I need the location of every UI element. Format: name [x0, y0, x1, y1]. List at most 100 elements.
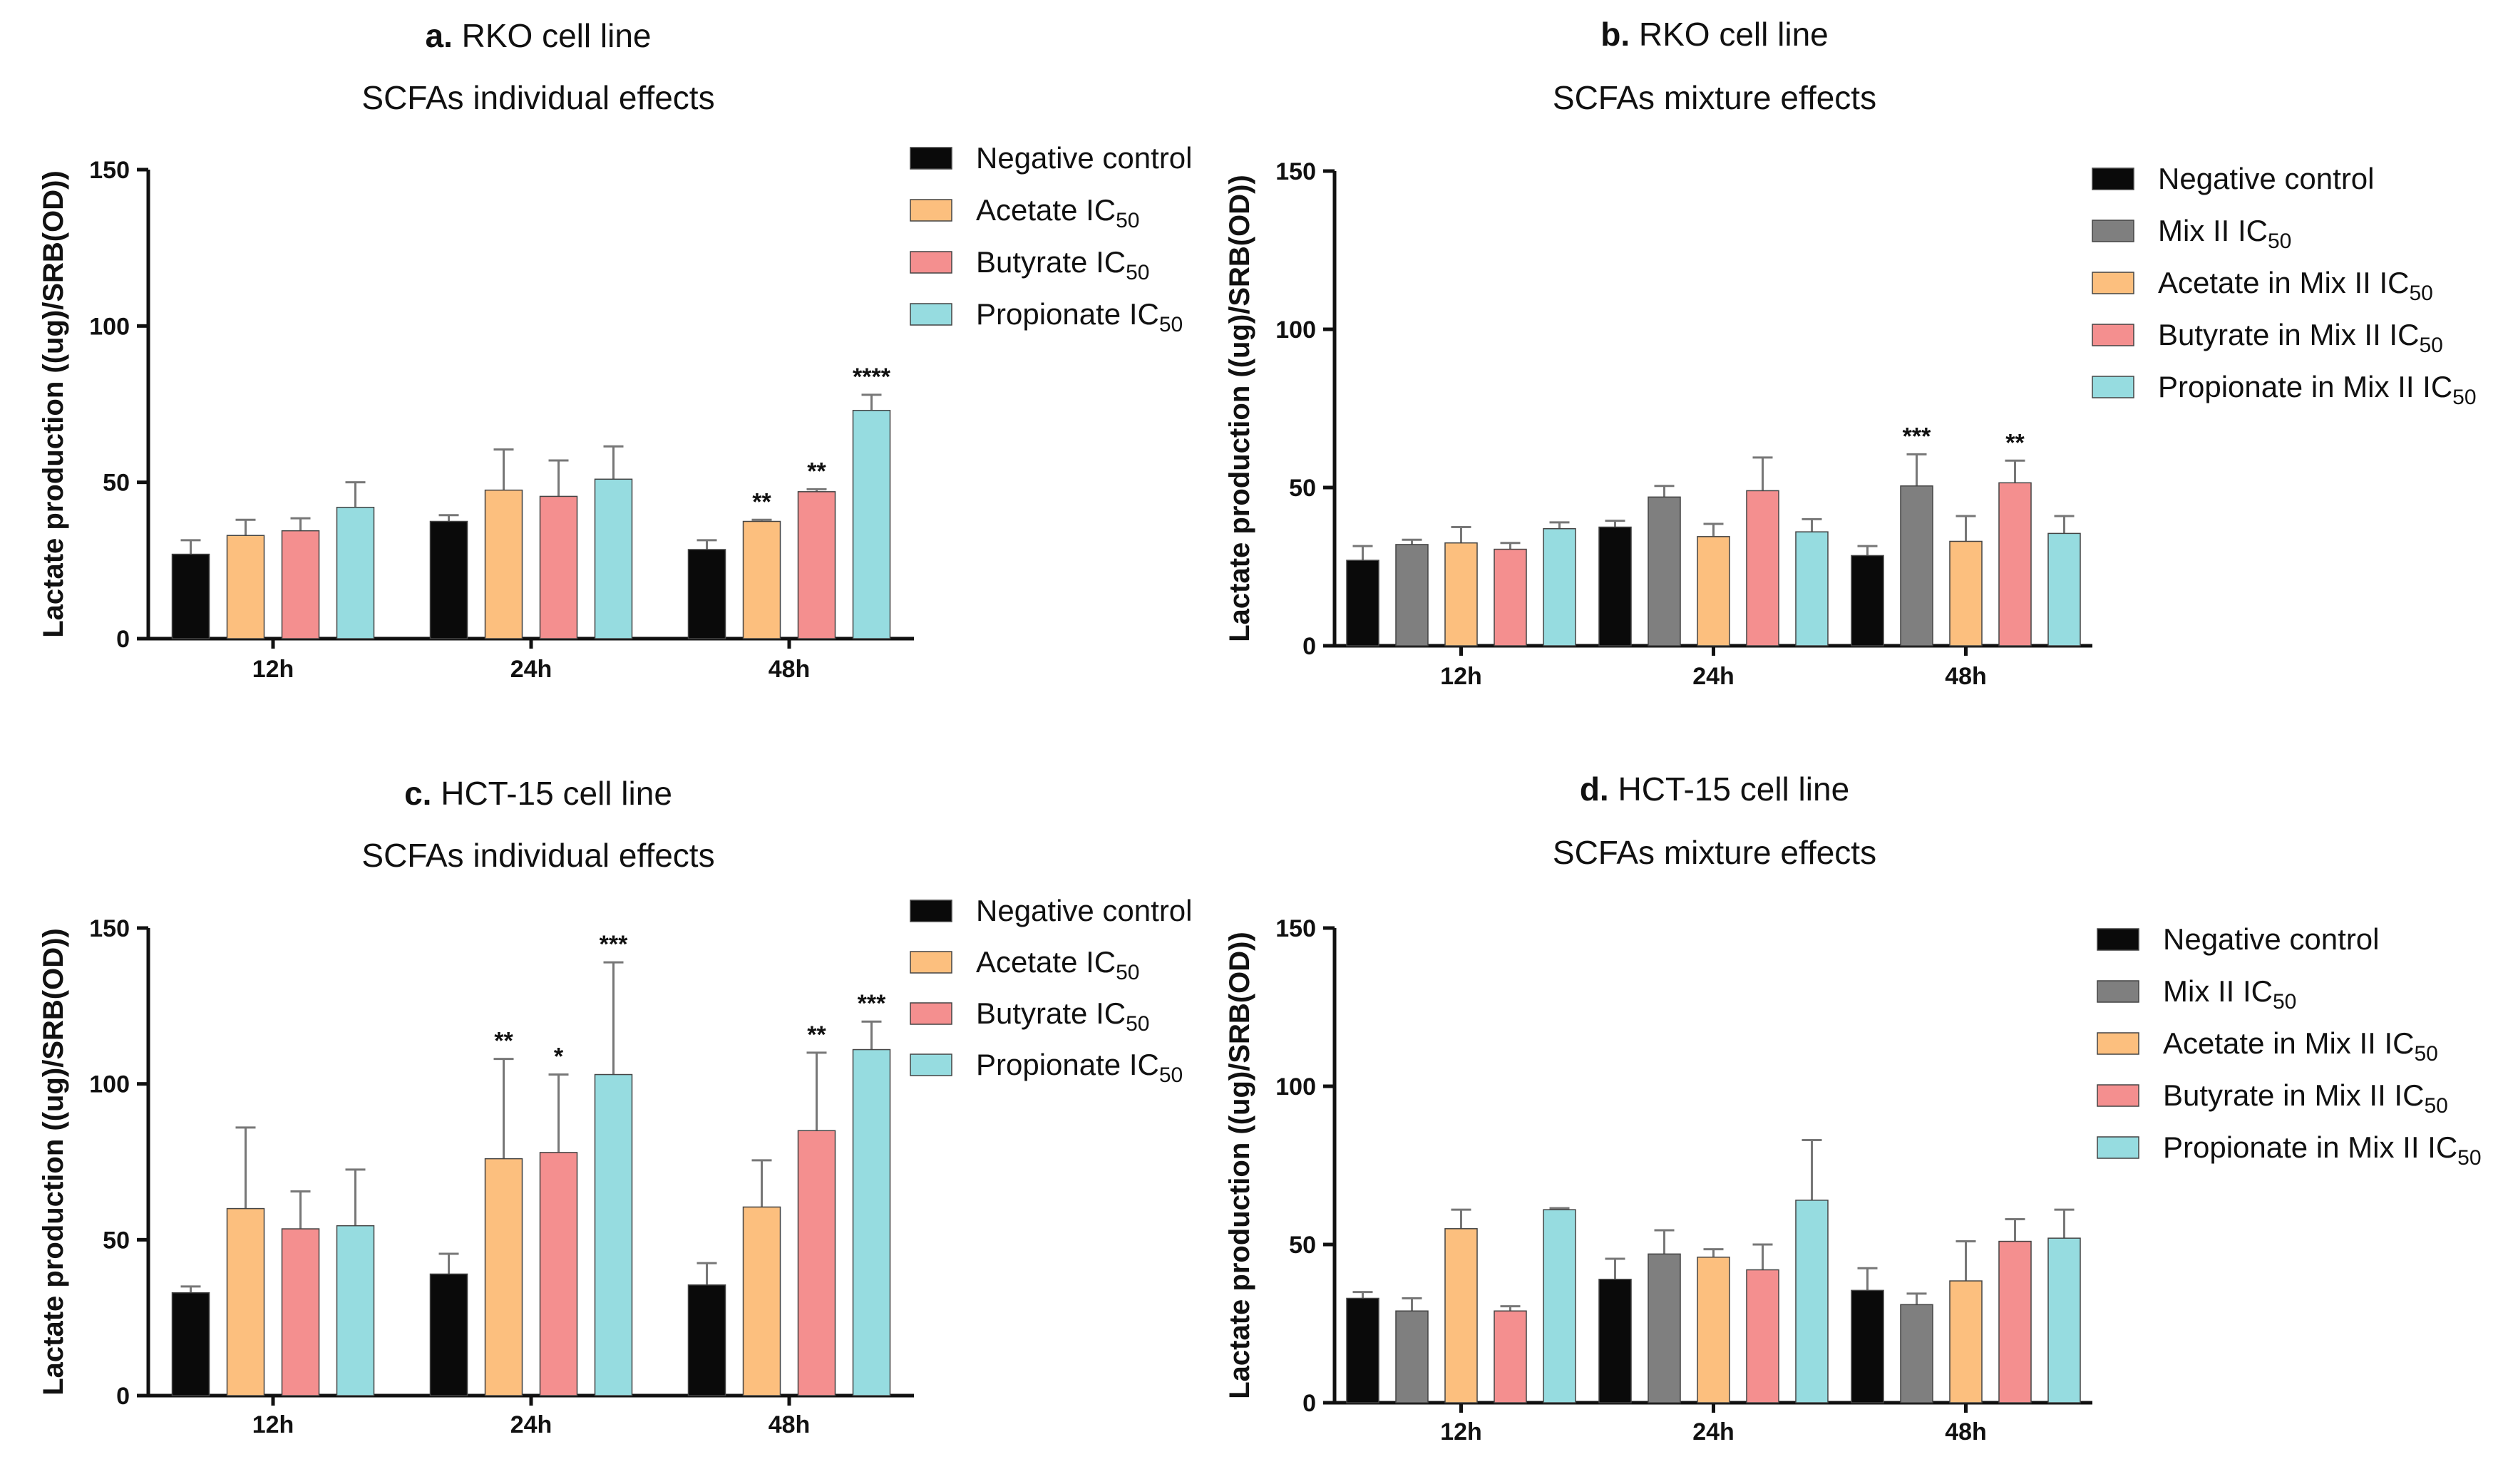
- legend-label: Butyrate IC: [976, 245, 1126, 279]
- bar: [281, 1228, 320, 1396]
- legend-subscript: 50: [2452, 386, 2476, 409]
- bar: [539, 1152, 578, 1396]
- bar: [429, 1273, 468, 1396]
- legend-swatch: [2092, 324, 2134, 346]
- panel-title: b. RKO cell line: [1600, 16, 1829, 53]
- legend-swatch: [2097, 1136, 2139, 1159]
- legend-label: Propionate in Mix II IC: [2163, 1130, 2457, 1164]
- bar: [1543, 1209, 1576, 1403]
- bar: [1697, 536, 1730, 646]
- y-tick-label: 100: [1275, 316, 1316, 344]
- y-tick-label: 50: [103, 1227, 130, 1254]
- panel-subtitle: SCFAs individual effects: [361, 79, 714, 116]
- legend-label: Negative control: [2163, 922, 2380, 956]
- title-space: [1609, 771, 1618, 808]
- bar: [1395, 544, 1429, 646]
- significance-label: **: [2005, 429, 2025, 456]
- panel-title: c. HCT-15 cell line: [404, 775, 672, 812]
- bar: [1494, 1310, 1527, 1403]
- significance-label: ***: [600, 931, 628, 958]
- legend-entry: Acetate in Mix II IC50: [2163, 1026, 2438, 1066]
- bar: [594, 478, 633, 639]
- y-tick-label: 0: [116, 1383, 130, 1410]
- x-tick-label: 24h: [510, 1411, 553, 1438]
- legend-swatch: [2097, 980, 2139, 1003]
- significance-label: **: [807, 1021, 826, 1048]
- bar: [1543, 527, 1576, 646]
- bar: [336, 1225, 375, 1396]
- legend-swatch: [910, 251, 952, 274]
- legend-subscript: 50: [1159, 1063, 1183, 1087]
- legend-entry: Negative control: [976, 894, 1193, 927]
- bar: [1795, 1200, 1829, 1403]
- legend-subscript: 50: [1116, 209, 1139, 232]
- legend-swatch: [910, 303, 952, 326]
- legend-subscript: 50: [2409, 282, 2432, 305]
- legend-label: Butyrate IC: [976, 996, 1126, 1030]
- significance-label: ***: [858, 990, 886, 1017]
- bar: [1697, 1257, 1730, 1403]
- bar: [852, 1048, 891, 1396]
- bar: [1746, 1269, 1779, 1403]
- legend-subscript: 50: [1159, 313, 1183, 336]
- y-axis-label: Lactate production ((ug)/SRB(OD)): [1224, 175, 1255, 642]
- legend-label: Acetate IC: [976, 945, 1116, 979]
- x-tick-label: 48h: [769, 656, 811, 683]
- bar: [226, 535, 265, 639]
- legend-label: Butyrate in Mix II IC: [2163, 1078, 2424, 1112]
- x-tick-label: 12h: [252, 656, 294, 683]
- panel-title-text: HCT-15 cell line: [1618, 771, 1849, 808]
- y-tick-label: 50: [103, 470, 130, 497]
- bar: [1346, 560, 1379, 646]
- legend-entry: Mix II IC50: [2158, 214, 2291, 253]
- bar: [1949, 1280, 1983, 1403]
- legend-entry: Mix II IC50: [2163, 974, 2296, 1014]
- legend-entry: Propionate IC50: [976, 1048, 1183, 1087]
- bar: [1648, 496, 1681, 646]
- bar: [1444, 1228, 1478, 1403]
- title-space: [1630, 16, 1639, 53]
- legend-label: Mix II IC: [2163, 974, 2273, 1008]
- x-tick-label: 24h: [1692, 663, 1734, 690]
- y-tick-label: 100: [1275, 1073, 1316, 1101]
- x-tick-label: 12h: [1440, 663, 1482, 690]
- y-axis-label: Lactate production ((ug)/SRB(OD)): [1224, 932, 1255, 1399]
- bar: [1851, 1289, 1884, 1403]
- legend-subscript: 50: [2273, 990, 2296, 1014]
- legend-entry: Propionate IC50: [976, 297, 1183, 336]
- legend-swatch: [2097, 1084, 2139, 1107]
- legend-subscript: 50: [2457, 1146, 2481, 1170]
- bar: [1648, 1253, 1681, 1403]
- bar: [1795, 531, 1829, 646]
- y-tick-label: 150: [1275, 915, 1316, 942]
- panel-letter: c.: [404, 775, 431, 812]
- panel-title: a. RKO cell line: [425, 17, 651, 54]
- significance-label: ***: [1903, 423, 1931, 450]
- legend-entry: Butyrate IC50: [976, 996, 1149, 1036]
- panel-letter: a.: [425, 17, 452, 54]
- significance-label: *: [554, 1044, 564, 1071]
- legend-label: Acetate in Mix II IC: [2163, 1026, 2414, 1060]
- bar: [1900, 1304, 1933, 1403]
- legend-swatch: [910, 900, 952, 922]
- panel-title-text: HCT-15 cell line: [441, 775, 672, 812]
- y-tick-label: 50: [1289, 1232, 1316, 1259]
- chart-panel-a: a. RKO cell line SCFAs individual effects…: [38, 17, 1193, 683]
- x-tick-label: 48h: [1945, 663, 1987, 690]
- bar: [1598, 526, 1632, 646]
- legend-label: Acetate in Mix II IC: [2158, 266, 2409, 299]
- legend-entry: Butyrate in Mix II IC50: [2158, 318, 2443, 357]
- y-tick-label: 0: [1302, 633, 1316, 660]
- legend-subscript: 50: [2424, 1094, 2447, 1118]
- significance-label: **: [807, 458, 826, 485]
- legend-entry: Negative control: [2163, 922, 2380, 956]
- bar: [171, 1292, 210, 1396]
- bar: [1395, 1310, 1429, 1403]
- panel-subtitle: SCFAs mixture effects: [1553, 79, 1876, 116]
- legend-entry: Butyrate in Mix II IC50: [2163, 1078, 2448, 1118]
- bar: [852, 410, 891, 639]
- legend-label: Mix II IC: [2158, 214, 2268, 247]
- y-axis-label: Lactate production ((ug)/SRB(OD)): [38, 170, 69, 638]
- bar: [1900, 485, 1933, 646]
